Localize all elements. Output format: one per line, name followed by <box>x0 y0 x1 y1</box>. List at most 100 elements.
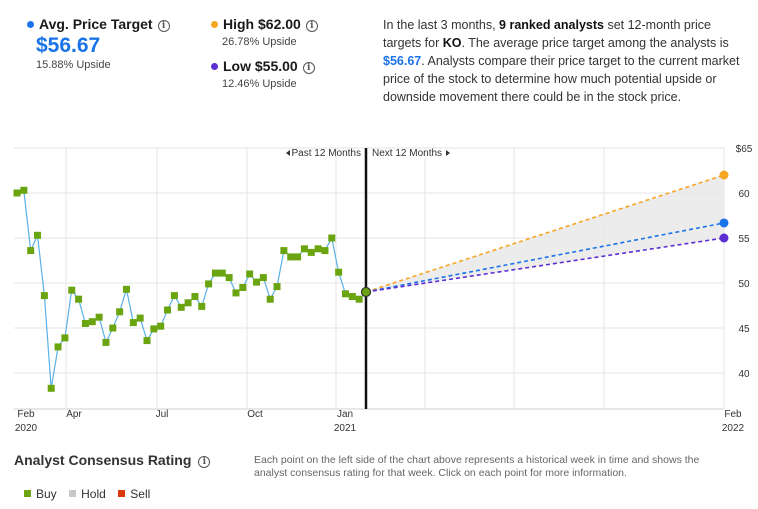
consensus-note: Each point on the left side of the chart… <box>254 454 700 479</box>
buy-square-icon <box>24 490 31 497</box>
x-tick-label: Apr <box>66 409 82 420</box>
rating-point <box>27 247 35 255</box>
rating-point <box>95 313 103 321</box>
rating-point <box>246 270 254 278</box>
avg-label: Avg. Price Target <box>39 16 153 32</box>
avg-dot-icon <box>27 21 34 28</box>
rating-point <box>68 286 76 294</box>
hold-square-icon <box>69 490 77 497</box>
rating-point <box>102 338 110 346</box>
rating-point <box>143 337 151 345</box>
y-tick-label: 45 <box>738 324 750 335</box>
rating-point <box>47 384 55 392</box>
legend-sell: Sell <box>118 487 150 501</box>
x-tick-label: Feb <box>17 409 35 420</box>
x-tick-label: Oct <box>247 409 263 420</box>
rating-point <box>61 334 69 342</box>
description-paragraph: In the last 3 months, 9 ranked analysts … <box>383 16 748 106</box>
next-12-months-label: Next 12 Months <box>372 148 442 159</box>
consensus-block: Analyst Consensus Rating i <box>14 452 211 470</box>
rating-point <box>34 231 42 239</box>
rating-point <box>341 290 349 298</box>
legend-hold: Hold <box>69 487 106 501</box>
rating-point <box>54 343 62 351</box>
rating-point <box>253 278 261 286</box>
rating-point <box>170 292 178 300</box>
rating-point <box>109 324 117 332</box>
rating-point <box>232 289 240 297</box>
info-icon[interactable]: i <box>198 456 211 468</box>
high-dot-icon <box>211 21 218 28</box>
avg-price-target: Avg. Price Target i $56.67 15.88% Upside <box>27 16 170 71</box>
info-icon[interactable]: i <box>157 20 170 32</box>
rating-point <box>75 295 83 303</box>
desc-text: set 12-month price targets for <box>383 18 711 50</box>
high-upside: 26.78% Upside <box>222 36 297 48</box>
rating-point <box>40 292 48 300</box>
rating-point <box>328 234 336 242</box>
avg-value: $56.67 <box>36 34 101 57</box>
rating-point <box>122 285 130 293</box>
legend-label: Buy <box>36 487 57 501</box>
rating-point <box>287 253 295 261</box>
y-tick-label: 40 <box>738 369 750 380</box>
desc-text: . Analysts compare their price target to… <box>383 54 740 104</box>
low-projection-line <box>365 237 725 293</box>
desc-text: In the last 3 months, <box>383 18 500 32</box>
y-tick-label: 60 <box>738 189 750 200</box>
price-target-chart: $65 60 55 50 45 40 Feb 2020 Apr Jul Oct Jan 2021 Feb 2… <box>13 144 753 434</box>
x-tick-year: 2020 <box>15 423 38 434</box>
past-12-months-label: Past 12 Months <box>292 148 361 159</box>
y-tick-label: 55 <box>738 234 750 245</box>
avg-upside: 15.88% Upside <box>36 59 111 71</box>
rating-point <box>259 274 267 282</box>
rating-point <box>266 295 274 303</box>
info-icon[interactable]: i <box>302 62 315 74</box>
rating-point <box>218 269 226 277</box>
next-arrow-icon <box>446 150 450 156</box>
rating-point <box>191 293 199 300</box>
rating-point <box>81 320 89 327</box>
rating-point <box>129 319 137 327</box>
desc-analysts: 9 ranked analysts <box>499 18 604 32</box>
desc-avg: $56.67 <box>383 54 422 68</box>
x-tick-label: Feb <box>724 409 742 420</box>
rating-point <box>157 322 165 330</box>
consensus-legend: Buy Hold Sell <box>24 485 158 503</box>
rating-point <box>88 318 96 326</box>
legend-label: Hold <box>81 487 106 501</box>
rating-point <box>314 245 322 253</box>
avg-target-point <box>719 218 729 228</box>
past-arrow-icon <box>286 150 290 156</box>
x-tick-label: Jul <box>156 409 169 420</box>
rating-point <box>280 247 288 255</box>
x-tick-year: 2022 <box>722 423 745 434</box>
current-price-point <box>360 286 372 298</box>
info-icon[interactable]: i <box>305 20 318 32</box>
rating-point <box>273 283 281 291</box>
y-tick-label: $65 <box>736 144 753 155</box>
high-target-point <box>719 170 729 180</box>
rating-point <box>355 295 363 303</box>
rating-point <box>164 306 172 314</box>
legend-buy: Buy <box>24 487 57 501</box>
low-label: Low $55.00 <box>223 58 298 74</box>
rating-point <box>294 253 302 261</box>
rating-point <box>136 314 144 322</box>
high-label: High $62.00 <box>223 16 301 32</box>
rating-point <box>321 247 329 255</box>
rating-point <box>20 186 28 194</box>
rating-point <box>177 303 185 311</box>
desc-text: . The average price target among the ana… <box>461 36 729 50</box>
rating-point <box>307 248 315 256</box>
x-tick-year: 2021 <box>334 423 357 434</box>
x-tick-label: Jan <box>337 409 353 420</box>
desc-ticker: KO <box>442 36 462 50</box>
rating-point <box>205 280 213 288</box>
low-price-target: Low $55.00 i 12.46% Upside <box>211 58 315 90</box>
low-dot-icon <box>211 63 218 70</box>
high-price-target: High $62.00 i 26.78% Upside <box>211 16 318 48</box>
rating-point <box>116 308 124 316</box>
legend-label: Sell <box>130 487 151 501</box>
rating-point <box>184 299 192 307</box>
